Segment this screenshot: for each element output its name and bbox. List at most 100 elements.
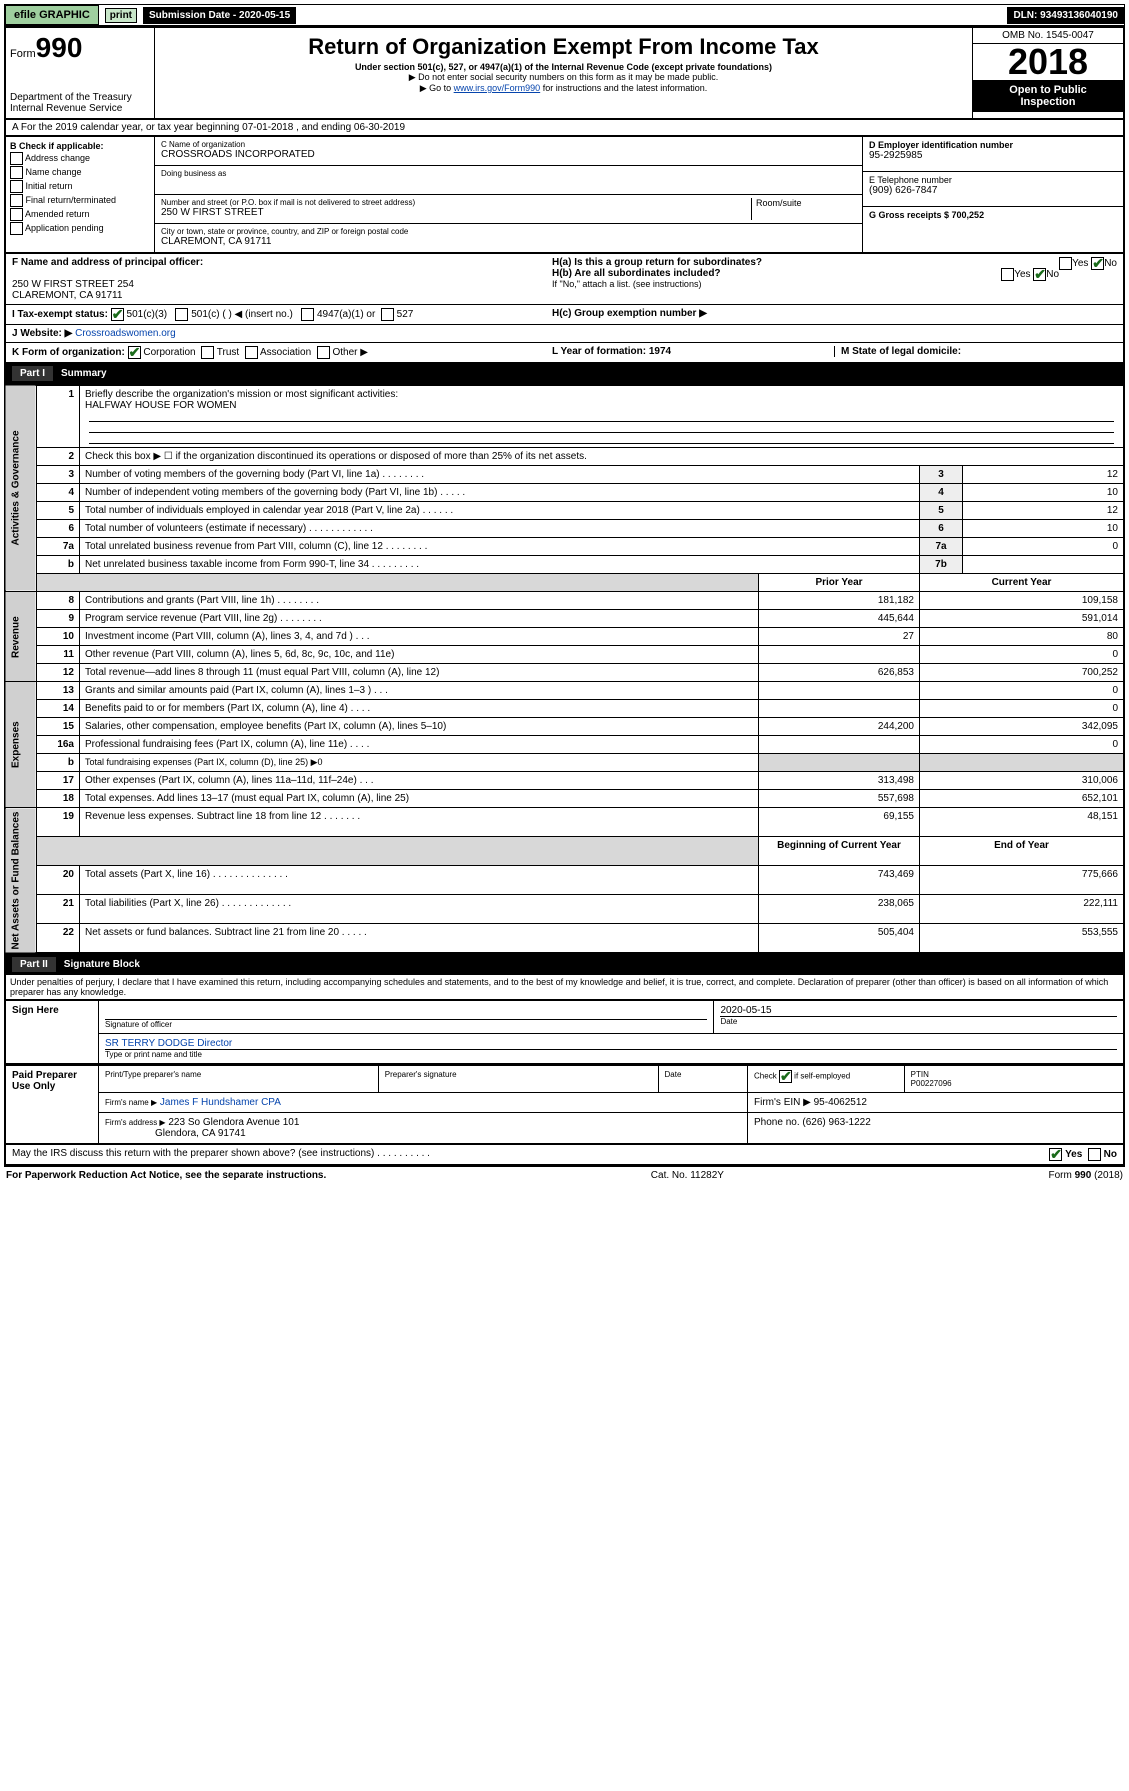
v5: 12 bbox=[963, 502, 1125, 520]
chk-app-pending[interactable]: Application pending bbox=[10, 222, 150, 235]
org-address: 250 W FIRST STREET bbox=[161, 207, 747, 218]
row14: Benefits paid to or for members (Part IX… bbox=[80, 700, 759, 718]
chk-4947[interactable] bbox=[301, 308, 314, 321]
sig-date-val: 2020-05-15 bbox=[720, 1005, 1117, 1016]
hb-label: H(b) Are all subordinates included? bbox=[552, 268, 721, 279]
open-to-public: Open to PublicInspection bbox=[973, 80, 1123, 112]
chk-527[interactable] bbox=[381, 308, 394, 321]
firm-ein: Firm's EIN ▶ 95-4062512 bbox=[748, 1093, 1124, 1113]
gross-receipts: G Gross receipts $ 700,252 bbox=[869, 210, 1117, 220]
org-city: CLAREMONT, CA 91711 bbox=[161, 236, 856, 247]
chk-501c[interactable] bbox=[175, 308, 188, 321]
prep-date-hdr: Date bbox=[658, 1066, 748, 1093]
v7a: 0 bbox=[963, 538, 1125, 556]
v7b bbox=[963, 556, 1125, 574]
form-ref: Form 990 (2018) bbox=[1049, 1170, 1123, 1181]
chk-other[interactable] bbox=[317, 346, 330, 359]
firm-phone: Phone no. (626) 963-1222 bbox=[748, 1113, 1124, 1145]
perjury-text: Under penalties of perjury, I declare th… bbox=[4, 975, 1125, 999]
chk-assoc[interactable] bbox=[245, 346, 258, 359]
q1-value: HALFWAY HOUSE FOR WOMEN bbox=[85, 400, 237, 411]
discuss-row: May the IRS discuss this return with the… bbox=[4, 1145, 1125, 1166]
phone-value: (909) 626-7847 bbox=[869, 185, 1117, 196]
chk-self-employed[interactable] bbox=[779, 1070, 792, 1083]
irs-label: Internal Revenue Service bbox=[10, 103, 150, 114]
goto-line: ▶ Go to www.irs.gov/Form990 for instruct… bbox=[163, 83, 964, 94]
prep-sig-hdr: Preparer's signature bbox=[378, 1066, 658, 1093]
form-header: Form990 Department of the Treasury Inter… bbox=[4, 26, 1125, 120]
top-bar: efile GRAPHIC print Submission Date - 20… bbox=[4, 4, 1125, 26]
chk-corp[interactable] bbox=[128, 346, 141, 359]
dln-label: DLN: 93493136040190 bbox=[1007, 7, 1124, 24]
q5: Total number of individuals employed in … bbox=[80, 502, 920, 520]
efile-button[interactable]: efile GRAPHIC bbox=[5, 5, 99, 25]
city-label: City or town, state or province, country… bbox=[161, 227, 856, 236]
box-deg: D Employer identification number 95-2925… bbox=[862, 137, 1123, 252]
row11: Other revenue (Part VIII, column (A), li… bbox=[80, 646, 759, 664]
v4: 10 bbox=[963, 484, 1125, 502]
ssn-warning: ▶ Do not enter social security numbers o… bbox=[163, 72, 964, 83]
part-i-header: Part ISummary bbox=[4, 363, 1125, 384]
q1: Briefly describe the organization's miss… bbox=[85, 389, 398, 400]
sig-officer-label: Signature of officer bbox=[105, 1019, 707, 1029]
org-name: CROSSROADS INCORPORATED bbox=[161, 149, 856, 160]
chk-address-change[interactable]: Address change bbox=[10, 152, 150, 165]
org-name-label: C Name of organization bbox=[161, 140, 856, 149]
q7a: Total unrelated business revenue from Pa… bbox=[80, 538, 920, 556]
row10: Investment income (Part VIII, column (A)… bbox=[80, 628, 759, 646]
vlabel-revenue: Revenue bbox=[5, 592, 37, 682]
box-j-label: J Website: ▶ bbox=[12, 328, 72, 339]
chk-final-return[interactable]: Final return/terminated bbox=[10, 194, 150, 207]
tax-year: 2018 bbox=[973, 44, 1123, 80]
addr-label: Number and street (or P.O. box if mail i… bbox=[161, 198, 747, 207]
hc-label: H(c) Group exemption number ▶ bbox=[552, 308, 707, 319]
row15: Salaries, other compensation, employee b… bbox=[80, 718, 759, 736]
row21: Total liabilities (Part X, line 26) . . … bbox=[80, 894, 759, 923]
vlabel-activities: Activities & Governance bbox=[5, 385, 37, 592]
chk-amended[interactable]: Amended return bbox=[10, 208, 150, 221]
irs-link[interactable]: www.irs.gov/Form990 bbox=[454, 83, 541, 93]
summary-table: Activities & Governance 1 Briefly descri… bbox=[4, 384, 1125, 954]
row20: Total assets (Part X, line 16) . . . . .… bbox=[80, 865, 759, 894]
section-bcd: B Check if applicable: Address change Na… bbox=[4, 137, 1125, 254]
hdr-eoy: End of Year bbox=[920, 836, 1125, 865]
row18: Total expenses. Add lines 13–17 (must eq… bbox=[80, 790, 759, 808]
form-number: 990 bbox=[36, 32, 83, 63]
v3: 12 bbox=[963, 466, 1125, 484]
v6: 10 bbox=[963, 520, 1125, 538]
chk-trust[interactable] bbox=[201, 346, 214, 359]
box-k-label: K Form of organization: bbox=[12, 347, 125, 358]
chk-name-change[interactable]: Name change bbox=[10, 166, 150, 179]
ein-label: D Employer identification number bbox=[869, 140, 1117, 150]
print-button[interactable]: print bbox=[105, 8, 137, 23]
officer-name: SR TERRY DODGE Director bbox=[105, 1038, 1117, 1049]
form-subtitle: Under section 501(c), 527, or 4947(a)(1)… bbox=[163, 62, 964, 72]
chk-initial-return[interactable]: Initial return bbox=[10, 180, 150, 193]
q4: Number of independent voting members of … bbox=[80, 484, 920, 502]
paid-preparer-label: Paid Preparer Use Only bbox=[5, 1066, 99, 1145]
form-word: Form bbox=[10, 48, 36, 60]
pra-notice: For Paperwork Reduction Act Notice, see … bbox=[6, 1170, 326, 1181]
box-l: L Year of formation: 1974 bbox=[552, 346, 671, 357]
part-ii-header: Part IISignature Block bbox=[4, 954, 1125, 975]
row13: Grants and similar amounts paid (Part IX… bbox=[80, 682, 759, 700]
vlabel-expenses: Expenses bbox=[5, 682, 37, 808]
chk-discuss-no[interactable] bbox=[1088, 1148, 1101, 1161]
row16a: Professional fundraising fees (Part IX, … bbox=[80, 736, 759, 754]
officer-name-label: Type or print name and title bbox=[105, 1049, 1117, 1059]
chk-discuss-yes[interactable] bbox=[1049, 1148, 1062, 1161]
chk-501c3[interactable] bbox=[111, 308, 124, 321]
box-m: M State of legal domicile: bbox=[841, 346, 961, 357]
box-f-label: F Name and address of principal officer: bbox=[12, 257, 552, 268]
cat-no: Cat. No. 11282Y bbox=[651, 1170, 724, 1181]
officer-addr2: CLAREMONT, CA 91711 bbox=[12, 290, 552, 301]
q6: Total number of volunteers (estimate if … bbox=[80, 520, 920, 538]
website-link[interactable]: Crossroadswomen.org bbox=[75, 328, 176, 339]
box-i-label: I Tax-exempt status: bbox=[12, 309, 108, 320]
row8: Contributions and grants (Part VIII, lin… bbox=[80, 592, 759, 610]
ptin-cell: PTINP00227096 bbox=[904, 1066, 1124, 1093]
dba-label: Doing business as bbox=[161, 169, 856, 178]
prep-selfemp: Check if self-employed bbox=[748, 1066, 905, 1093]
dept-label: Department of the Treasury bbox=[10, 92, 150, 103]
row17: Other expenses (Part IX, column (A), lin… bbox=[80, 772, 759, 790]
